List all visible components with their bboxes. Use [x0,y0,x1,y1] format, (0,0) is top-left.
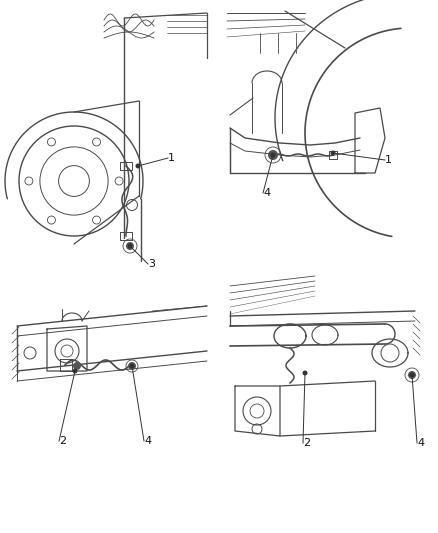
Text: 2: 2 [59,436,66,446]
Text: 1: 1 [168,153,175,163]
Circle shape [130,364,134,368]
Text: 4: 4 [417,438,424,448]
Circle shape [73,368,78,374]
Text: 3: 3 [148,259,155,269]
Circle shape [127,244,133,248]
Circle shape [268,150,278,160]
Circle shape [331,150,336,156]
Text: 4: 4 [144,436,151,446]
Text: 2: 2 [303,438,310,448]
Circle shape [303,370,307,376]
Circle shape [126,242,134,250]
Text: 1: 1 [385,155,392,165]
Text: 4: 4 [263,188,270,198]
Circle shape [271,152,276,157]
Circle shape [73,362,81,370]
Circle shape [408,371,416,379]
Circle shape [135,164,141,168]
Circle shape [410,373,414,377]
Circle shape [128,362,136,370]
